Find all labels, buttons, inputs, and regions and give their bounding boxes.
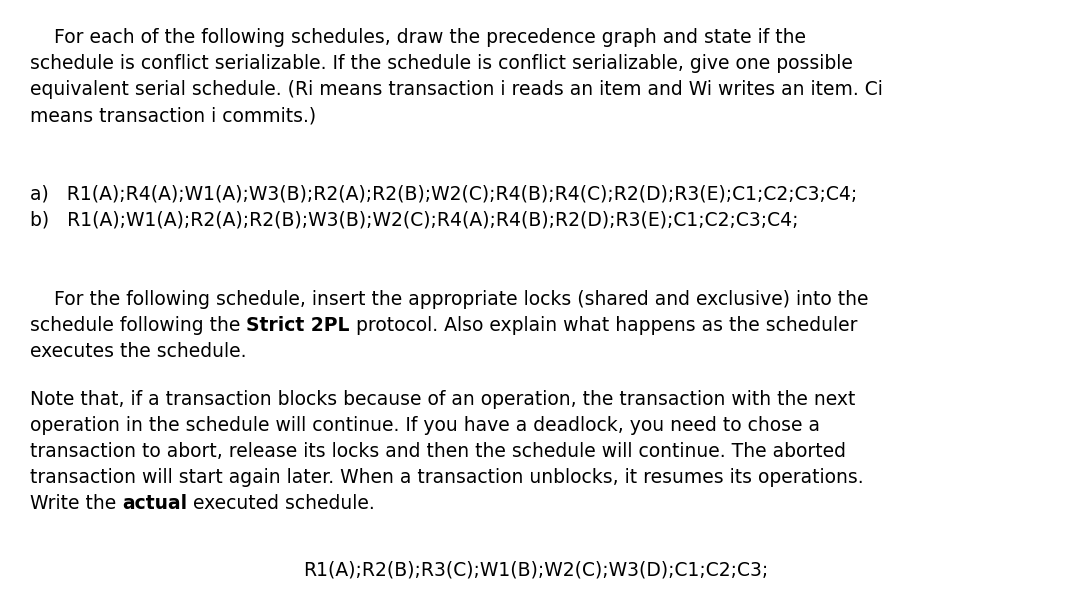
Text: schedule is conflict serializable. If the schedule is conflict serializable, giv: schedule is conflict serializable. If th… <box>30 54 853 73</box>
Text: b)   R1(A);W1(A);R2(A);R2(B);W3(B);W2(C);R4(A);R4(B);R2(D);R3(E);C1;C2;C3;C4;: b) R1(A);W1(A);R2(A);R2(B);W3(B);W2(C);R… <box>30 211 799 230</box>
Text: R1(A);R2(B);R3(C);W1(B);W2(C);W3(D);C1;C2;C3;: R1(A);R2(B);R3(C);W1(B);W2(C);W3(D);C1;C… <box>303 560 768 579</box>
Text: Strict 2PL: Strict 2PL <box>246 316 350 335</box>
Text: executed schedule.: executed schedule. <box>187 494 375 513</box>
Text: protocol. Also explain what happens as the scheduler: protocol. Also explain what happens as t… <box>350 316 858 335</box>
Text: transaction to abort, release its locks and then the schedule will continue. The: transaction to abort, release its locks … <box>30 442 846 461</box>
Text: Write the: Write the <box>30 494 122 513</box>
Text: For each of the following schedules, draw the precedence graph and state if the: For each of the following schedules, dra… <box>30 28 806 47</box>
Text: actual: actual <box>122 494 187 513</box>
Text: schedule following the: schedule following the <box>30 316 246 335</box>
Text: operation in the schedule will continue. If you have a deadlock, you need to cho: operation in the schedule will continue.… <box>30 416 820 435</box>
Text: Note that, if a transaction blocks because of an operation, the transaction with: Note that, if a transaction blocks becau… <box>30 390 856 409</box>
Text: For the following schedule, insert the appropriate locks (shared and exclusive) : For the following schedule, insert the a… <box>30 290 869 309</box>
Text: equivalent serial schedule. (Ri means transaction i reads an item and Wi writes : equivalent serial schedule. (Ri means tr… <box>30 80 883 99</box>
Text: means transaction i commits.): means transaction i commits.) <box>30 106 316 125</box>
Text: a)   R1(A);R4(A);W1(A);W3(B);R2(A);R2(B);W2(C);R4(B);R4(C);R2(D);R3(E);C1;C2;C3;: a) R1(A);R4(A);W1(A);W3(B);R2(A);R2(B);W… <box>30 185 857 204</box>
Text: transaction will start again later. When a transaction unblocks, it resumes its : transaction will start again later. When… <box>30 468 863 487</box>
Text: executes the schedule.: executes the schedule. <box>30 342 246 361</box>
